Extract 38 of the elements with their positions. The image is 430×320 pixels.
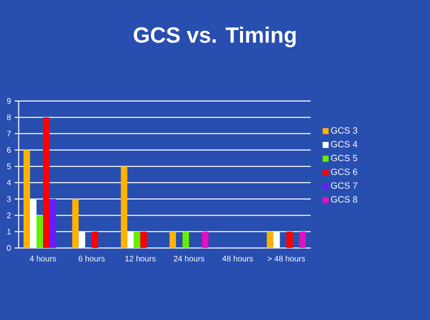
legend-label: GCS 8 [331, 196, 358, 203]
bar [140, 232, 147, 248]
bar [182, 232, 190, 248]
legend-label: GCS 5 [331, 154, 358, 162]
bar [36, 215, 44, 248]
x-tick-label: 12 hours [125, 256, 156, 262]
bar [50, 198, 56, 248]
y-tick-label: 9 [7, 98, 11, 104]
x-tick-label: 48 hours [222, 256, 253, 262]
bar [92, 232, 98, 248]
bar [170, 232, 176, 248]
y-tick-label: 2 [7, 212, 11, 218]
y-tick-label: 3 [6, 196, 11, 202]
y-tick-label: 6 [7, 147, 11, 153]
bar [266, 232, 274, 248]
bar [120, 166, 128, 248]
y-tick-label: 0 [7, 245, 11, 251]
y-tick-label: 4 [6, 180, 11, 186]
y-tick-label: 5 [7, 164, 11, 170]
bar [202, 232, 209, 248]
bar [134, 232, 140, 248]
x-tick-label: > 48 hours [268, 256, 306, 262]
bar [286, 232, 293, 248]
bar [299, 232, 306, 248]
legend-label: GCS 6 [331, 168, 358, 175]
x-tick-label: 24 hours [174, 256, 204, 262]
bar [43, 117, 50, 248]
legend-label: GCS 7 [331, 182, 358, 189]
y-tick-label: 8 [7, 114, 11, 120]
x-tick-label: 6 hours [78, 256, 105, 262]
legend-label: GCS 3 [331, 127, 358, 134]
y-tick-label: 7 [7, 130, 11, 136]
y-tick-label: 1 [7, 228, 11, 234]
bar [24, 150, 30, 248]
x-tick-label: 4 hours [30, 256, 56, 262]
legend-label: GCS 4 [331, 141, 358, 148]
bar [72, 198, 79, 248]
chart-title: GCS vs. Timing [134, 26, 296, 48]
